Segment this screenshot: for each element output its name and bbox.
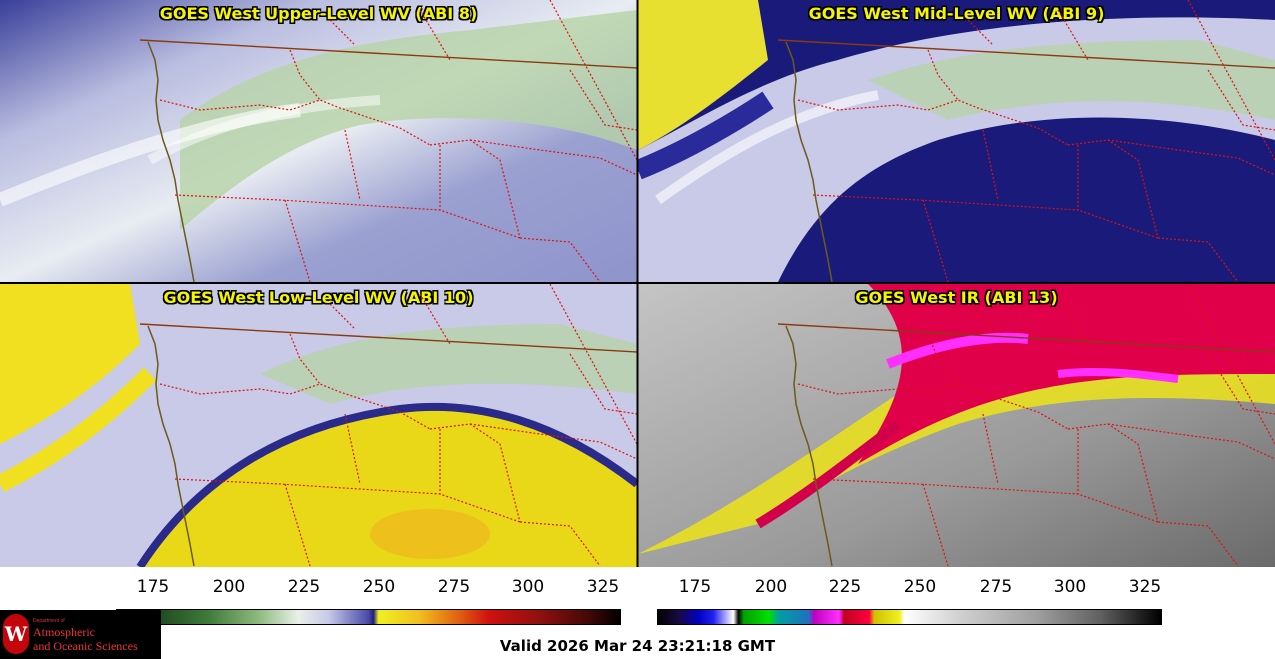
colorbar-ir-tick: 225 [828, 577, 862, 597]
colorbar-wv-gradient [116, 609, 621, 625]
colorbar-ir-tick: 250 [903, 577, 937, 597]
colorbar-wv-ticks: 175 200 225 250 275 300 325 [0, 577, 637, 601]
uw-seal-icon: W [3, 614, 29, 654]
colorbar-wv-tick: 250 [362, 577, 396, 597]
map-mid-level-wv [638, 0, 1275, 282]
colorbar-wv-tick: 175 [136, 577, 170, 597]
logo-line-2: Atmospheric [33, 625, 95, 639]
panel-title-mid: GOES West Mid-Level WV (ABI 9) [808, 4, 1105, 23]
colorbar-ir-tick: 275 [979, 577, 1013, 597]
uw-aos-logo: W Department of Atmospheric and Oceanic … [0, 610, 161, 659]
colorbar-wv-tick: 300 [511, 577, 545, 597]
colorbar-wv-tick: 200 [212, 577, 246, 597]
logo-line-1: Department of [33, 618, 65, 624]
map-low-level-wv [0, 284, 637, 567]
panel-title-upper: GOES West Upper-Level WV (ABI 8) [159, 4, 478, 23]
map-upper-level-wv [0, 0, 637, 282]
valid-time: Valid 2026 Mar 24 23:21:18 GMT [499, 637, 776, 655]
colorbar-wv-tick: 275 [437, 577, 471, 597]
panel-mid-level-wv: GOES West Mid-Level WV (ABI 9) [638, 0, 1275, 282]
colorbar-wv-tick: 325 [586, 577, 620, 597]
colorbar-wv-tick: 225 [287, 577, 321, 597]
panel-upper-level-wv: GOES West Upper-Level WV (ABI 8) [0, 0, 637, 282]
map-ir [638, 284, 1275, 567]
logo-line-3: and Oceanic Sciences [33, 639, 138, 653]
panel-ir: GOES West IR (ABI 13) [638, 284, 1275, 567]
colorbar-ir-tick: 325 [1128, 577, 1162, 597]
panel-title-low: GOES West Low-Level WV (ABI 10) [163, 288, 474, 307]
colorbar-ir-ticks: 175 200 225 250 275 300 325 [638, 577, 1275, 601]
colorbar-ir-tick: 300 [1053, 577, 1087, 597]
colorbar-ir-tick: 200 [754, 577, 788, 597]
panel-low-level-wv: GOES West Low-Level WV (ABI 10) [0, 284, 637, 567]
colorbar-ir-gradient [657, 609, 1162, 625]
panel-title-ir: GOES West IR (ABI 13) [855, 288, 1058, 307]
colorbar-ir-tick: 175 [678, 577, 712, 597]
